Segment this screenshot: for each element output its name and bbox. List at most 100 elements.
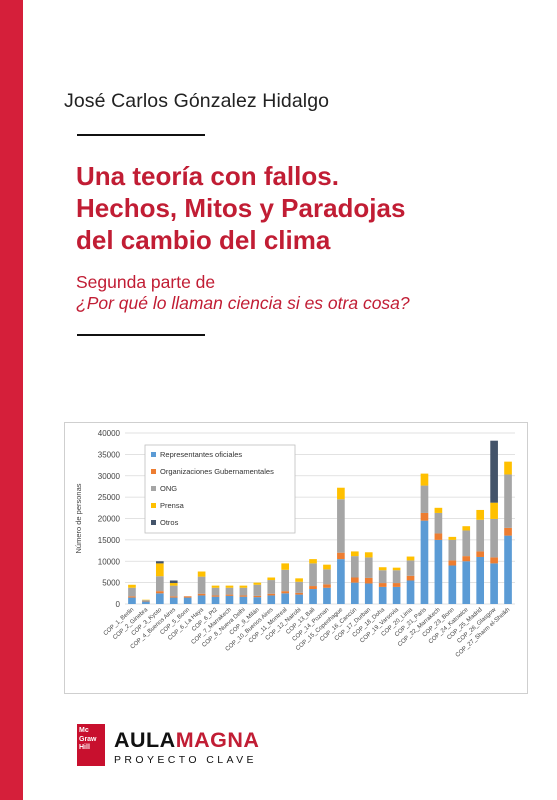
bar-segment [462,561,471,604]
bar-segment [128,587,136,597]
y-tick-label: 35000 [98,450,121,459]
y-tick-label: 40000 [98,429,121,438]
y-tick-label: 10000 [98,557,121,566]
top-rule [77,134,205,136]
mcgraw-hill-logo: Mc Graw Hill [77,724,105,766]
bar-segment [267,595,276,604]
bar-segment [337,559,345,604]
bar-segment [350,577,359,583]
bar-segment [169,596,178,598]
bar-segment [211,596,220,604]
bar-segment [211,595,220,597]
title-line: Una teoría con fallos. [76,161,339,191]
bar-segment [197,576,206,594]
legend-entry: Otros [160,518,179,527]
bar-segment [378,586,387,604]
legend-swatch [151,469,156,474]
brand-subtitle: PROYECTO CLAVE [114,754,257,766]
bar-segment [378,567,387,571]
bar-segment [142,600,150,602]
bar-segment [350,551,359,557]
y-axis-label: Número de personas [74,483,83,553]
bar-segment [406,556,415,561]
collection-brand: AULAMAGNA [114,729,259,751]
y-tick-label: 0 [116,600,121,609]
brand-magna: MAGNA [175,728,260,752]
bar-segment [462,526,471,531]
bar-segment [406,575,415,581]
legend-swatch [151,503,156,508]
bar-segment [406,580,415,604]
y-tick-label: 30000 [98,472,121,481]
bar-segment [448,539,457,561]
bar-segment [392,570,401,584]
bottom-rule [77,334,205,336]
bar-segment [128,597,136,604]
bar-segment [225,594,234,596]
bar-segment [155,563,164,577]
bar-segment [169,597,178,604]
bar-segment [211,585,220,588]
bar-segment [239,595,248,597]
y-tick-label: 25000 [98,493,121,502]
bar-segment [253,584,262,596]
bar-segment [476,519,485,552]
bar-segment [337,499,345,553]
bar-segment [392,567,401,571]
bar-segment [155,561,164,564]
bar-segment [490,440,498,503]
red-side-band [0,0,23,800]
bar-segment [267,577,276,581]
legend-box [144,444,296,534]
legend-entry: Organizaciones Gubernamentales [160,467,274,476]
bar-segment [239,596,248,604]
bar-segment [434,533,443,540]
bar-segment [323,564,331,570]
bar-segment [309,586,317,590]
bar-segment [378,570,387,584]
bar-segment [364,557,373,578]
bar-segment [183,596,192,598]
bar-segment [142,601,150,604]
legend-entry: Prensa [160,501,185,510]
bar-segment [239,587,248,596]
bar-segment [337,552,345,560]
logo-line: Hill [79,744,90,751]
bar-segment [169,585,178,597]
bar-segment [364,552,373,558]
bar-segment [128,584,136,588]
bar-segment [490,557,498,564]
bar-segment [392,583,401,587]
y-tick-label: 15000 [98,536,121,545]
bar-segment [350,556,359,578]
bar-segment [378,583,387,587]
bar-segment [281,591,290,594]
bar-segment [448,565,457,604]
legend-entry: ONG [160,484,177,493]
bar-segment [239,585,248,588]
bar-segment [504,474,512,528]
bar-segment [476,556,485,604]
stacked-bar-chart: 0 5000 10000 15000 20000 25000 30000 35000 40000… [74,429,515,659]
bar-segment [225,585,234,588]
cover-chart: 0 5000 10000 15000 20000 25000 30000 35000 40000… [64,422,528,694]
bar-segment [476,551,485,557]
bar-segment [309,589,317,604]
bar-segment [225,595,234,604]
bar-segment [476,509,485,520]
bar-segment [155,576,164,592]
bar-segment [197,595,206,604]
bar-segment [490,518,498,558]
legend-swatch [151,520,156,525]
legend-swatch [151,452,156,457]
bar-segment [253,597,262,604]
bar-segment [267,580,276,594]
bar-segment [420,485,429,513]
bar-segment [434,507,443,513]
book-subtitle: Segunda parte de ¿Por qué lo llaman cien… [76,272,516,314]
bar-segment [253,582,262,585]
bar-segment [155,593,164,604]
bar-segment [309,563,317,587]
bar-segment [448,560,457,566]
legend-swatch [151,486,156,491]
